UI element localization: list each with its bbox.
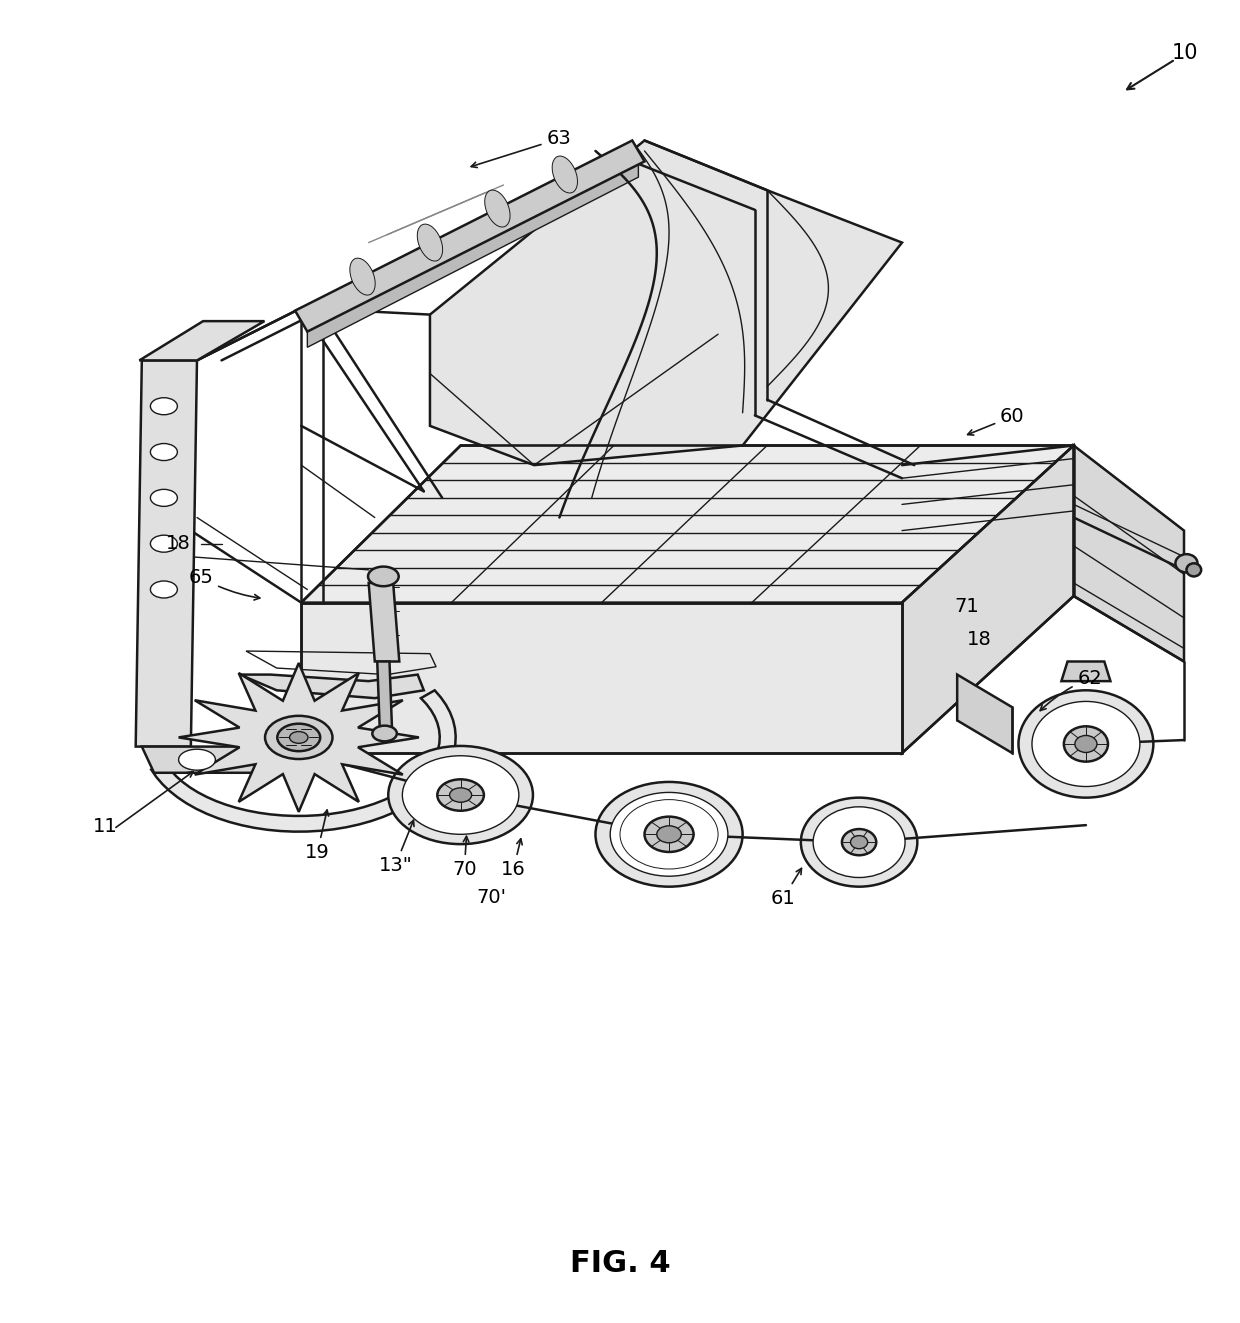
- Ellipse shape: [1187, 564, 1202, 577]
- Ellipse shape: [265, 716, 332, 759]
- Text: 60: 60: [967, 407, 1024, 435]
- Ellipse shape: [485, 191, 510, 228]
- Ellipse shape: [388, 746, 533, 844]
- Ellipse shape: [842, 830, 877, 855]
- Polygon shape: [430, 140, 901, 466]
- Ellipse shape: [1075, 736, 1097, 753]
- Ellipse shape: [150, 536, 177, 552]
- Polygon shape: [239, 675, 424, 699]
- Ellipse shape: [1176, 554, 1198, 573]
- Ellipse shape: [1064, 726, 1109, 762]
- Text: 10: 10: [1172, 44, 1198, 64]
- Polygon shape: [301, 446, 1074, 602]
- Text: 13": 13": [378, 820, 414, 875]
- Ellipse shape: [610, 792, 728, 876]
- Polygon shape: [308, 161, 639, 348]
- Polygon shape: [901, 446, 1074, 753]
- Ellipse shape: [657, 826, 681, 843]
- Polygon shape: [135, 360, 197, 746]
- Polygon shape: [139, 321, 264, 360]
- Ellipse shape: [1032, 701, 1140, 786]
- Polygon shape: [179, 663, 419, 812]
- Ellipse shape: [813, 807, 905, 877]
- Ellipse shape: [179, 749, 216, 770]
- Ellipse shape: [418, 224, 443, 261]
- Text: 11: 11: [93, 816, 118, 836]
- Ellipse shape: [552, 156, 578, 193]
- Ellipse shape: [402, 755, 518, 835]
- Ellipse shape: [290, 732, 308, 744]
- Polygon shape: [295, 140, 645, 332]
- Text: 61: 61: [771, 868, 801, 908]
- Text: 63: 63: [471, 130, 572, 168]
- Ellipse shape: [372, 725, 397, 741]
- Polygon shape: [1061, 662, 1111, 681]
- Polygon shape: [151, 691, 455, 832]
- Polygon shape: [957, 675, 1012, 753]
- Polygon shape: [1074, 446, 1184, 662]
- Text: 65: 65: [188, 568, 260, 601]
- Ellipse shape: [595, 782, 743, 886]
- Text: 16: 16: [501, 839, 526, 878]
- Ellipse shape: [350, 258, 376, 295]
- Ellipse shape: [1018, 691, 1153, 798]
- Ellipse shape: [851, 836, 868, 848]
- Ellipse shape: [645, 816, 693, 852]
- Text: 62: 62: [1040, 668, 1102, 710]
- Polygon shape: [301, 602, 901, 753]
- Ellipse shape: [801, 798, 918, 886]
- Polygon shape: [141, 746, 264, 773]
- Ellipse shape: [150, 581, 177, 598]
- Text: 18: 18: [967, 630, 992, 648]
- Polygon shape: [368, 583, 399, 662]
- Text: FIG. 4: FIG. 4: [569, 1249, 671, 1278]
- Text: 18: 18: [166, 534, 191, 553]
- Ellipse shape: [278, 724, 320, 751]
- Ellipse shape: [150, 443, 177, 460]
- Ellipse shape: [438, 779, 484, 811]
- Ellipse shape: [368, 566, 399, 586]
- Text: 71: 71: [955, 597, 980, 617]
- Ellipse shape: [150, 398, 177, 414]
- Polygon shape: [377, 662, 392, 726]
- Text: 70: 70: [453, 836, 476, 878]
- Text: 70': 70': [476, 888, 507, 906]
- Text: 19: 19: [305, 810, 330, 861]
- Ellipse shape: [450, 787, 471, 802]
- Ellipse shape: [150, 490, 177, 507]
